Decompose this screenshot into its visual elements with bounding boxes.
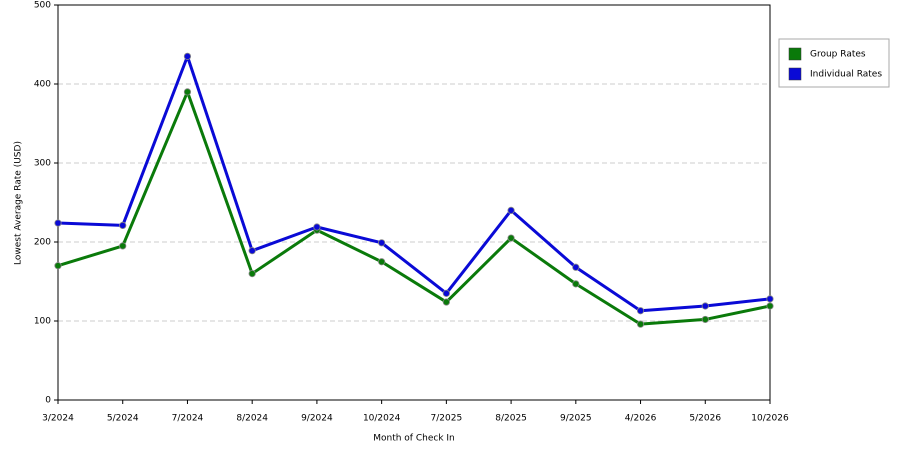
legend-label: Group Rates — [810, 50, 866, 60]
data-point — [119, 221, 127, 230]
x-tick-label: 9/2024 — [301, 414, 333, 424]
data-point — [636, 307, 645, 315]
y-axis-title: Lowest Average Rate (USD) — [14, 141, 24, 265]
y-tick-label: 400 — [34, 80, 51, 90]
x-tick-label: 10/2024 — [363, 414, 401, 424]
x-tick-label: 5/2024 — [107, 414, 139, 424]
data-point — [378, 239, 386, 247]
x-axis-title: Month of Check In — [373, 434, 455, 444]
series-line — [57, 90, 771, 326]
data-point — [183, 52, 192, 60]
data-point — [313, 223, 321, 231]
x-tick-label: 3/2024 — [42, 414, 74, 424]
data-point — [636, 320, 645, 328]
legend-swatch — [788, 47, 802, 61]
legend: Group Rates Individual Rates — [778, 38, 890, 88]
data-point — [572, 280, 580, 288]
data-point — [119, 242, 127, 250]
y-tick-label: 300 — [34, 159, 51, 169]
data-point — [507, 206, 515, 214]
data-point — [701, 315, 709, 324]
data-point — [442, 298, 450, 306]
legend-label: Individual Rates — [810, 70, 882, 80]
x-tick-label: 7/2025 — [431, 414, 463, 424]
x-tick-label: 9/2025 — [560, 414, 592, 424]
x-tick-label: 4/2026 — [625, 414, 657, 424]
data-point — [766, 295, 774, 303]
data-point — [54, 219, 62, 227]
x-tick-label: 7/2024 — [172, 414, 204, 424]
data-point — [572, 263, 580, 271]
x-tick-label: 8/2025 — [495, 414, 527, 424]
x-tick-label: 8/2024 — [236, 414, 268, 424]
y-tick-label: 200 — [34, 238, 51, 248]
series-line — [57, 54, 771, 313]
data-point — [183, 88, 192, 96]
data-point — [248, 269, 256, 278]
legend-swatch — [788, 67, 802, 81]
y-tick-label: 0 — [45, 396, 51, 406]
data-point — [54, 262, 62, 270]
x-tick-label: 10/2026 — [751, 414, 789, 424]
y-tick-label: 500 — [34, 1, 51, 11]
data-point — [507, 234, 515, 242]
y-tick-label: 100 — [34, 317, 51, 327]
data-point — [701, 302, 709, 310]
data-point — [766, 302, 774, 310]
data-point — [442, 289, 450, 297]
data-point — [378, 258, 386, 266]
x-tick-label: 5/2026 — [689, 414, 721, 424]
data-point — [248, 247, 256, 255]
plot-frame — [57, 4, 771, 401]
